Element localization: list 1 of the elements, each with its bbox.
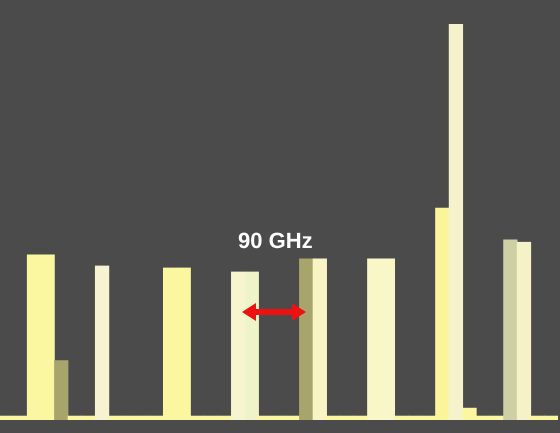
annotation: 90 GHz <box>238 228 313 254</box>
